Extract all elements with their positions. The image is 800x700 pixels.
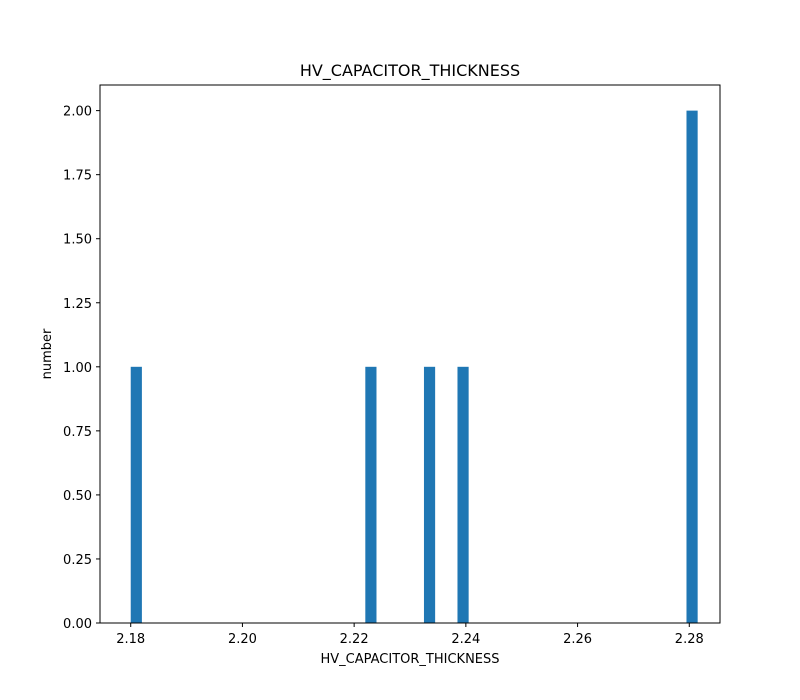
- histogram-bar: [457, 366, 469, 623]
- y-tick-label: 1.00: [63, 361, 92, 376]
- histogram-bar: [365, 366, 377, 623]
- y-tick-label: 1.50: [63, 233, 92, 248]
- y-tick-label: 0.50: [63, 489, 92, 504]
- x-tick-label: 2.26: [563, 632, 592, 647]
- x-tick-label: 2.20: [228, 632, 257, 647]
- y-tick-label: 0.00: [63, 617, 92, 632]
- y-tick-label: 0.75: [63, 425, 92, 440]
- plot-frame: [99, 84, 721, 624]
- y-tick-label: 1.25: [63, 297, 92, 312]
- histogram-bar: [130, 366, 142, 623]
- x-axis-ticks: 2.18 2.20 2.22 2.24 2.26 2.28: [116, 623, 704, 647]
- x-tick-label: 2.22: [340, 632, 369, 647]
- chart-title: HV_CAPACITOR_THICKNESS: [300, 61, 520, 81]
- y-axis-ticks: 0.00 0.25 0.50 0.75 1.00 1.25 1.50 1.75 2.00: [63, 105, 100, 632]
- histogram-bar: [423, 366, 436, 623]
- x-tick-label: 2.24: [451, 632, 480, 647]
- y-tick-label: 2.00: [63, 105, 92, 120]
- y-axis-label: number: [40, 328, 55, 379]
- x-axis-label: HV_CAPACITOR_THICKNESS: [320, 652, 499, 667]
- bars-group: [130, 110, 698, 624]
- x-tick-label: 2.18: [116, 632, 145, 647]
- y-tick-label: 1.75: [63, 169, 92, 184]
- x-tick-label: 2.28: [675, 632, 704, 647]
- histogram-bar: [686, 110, 698, 624]
- y-tick-label: 0.25: [63, 553, 92, 568]
